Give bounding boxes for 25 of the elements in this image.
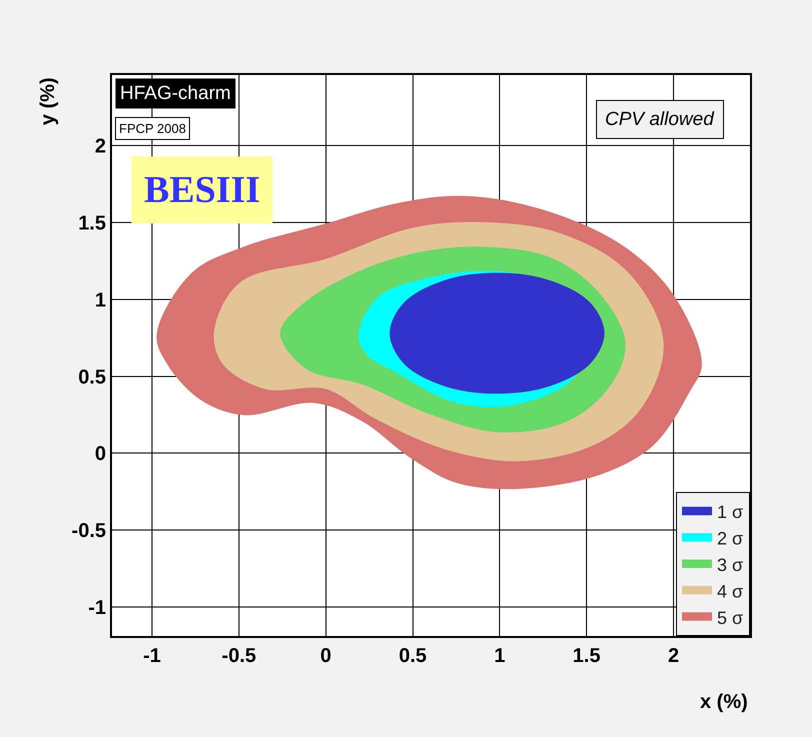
annotation: BESIII — [144, 169, 260, 211]
legend-label: 4 σ — [717, 581, 744, 602]
y-tick-label: -0.5 — [72, 520, 106, 542]
legend-label: 3 σ — [717, 555, 744, 576]
annotation: HFAG-charm — [120, 83, 231, 104]
y-tick-label: 0.5 — [78, 366, 106, 388]
y-tick-label: 1.5 — [78, 212, 106, 235]
y-axis-title: y (%) — [37, 77, 60, 126]
legend-label: 5 σ — [717, 608, 744, 628]
y-tick-label: -1 — [88, 596, 106, 619]
x-tick-label: 2 — [668, 645, 680, 667]
annotation: FPCP 2008 — [119, 121, 186, 136]
x-axis-title: x (%) — [700, 691, 748, 713]
x-tick-label: 1 — [494, 645, 506, 667]
y-tick-label: 2 — [94, 136, 106, 158]
legend-label: 1 σ — [717, 502, 744, 522]
y-tick-label: 0 — [94, 443, 106, 466]
x-tick-label: -0.5 — [222, 645, 256, 667]
x-tick-label: -1 — [143, 645, 161, 667]
annotation: CPV allowed — [605, 109, 716, 130]
x-tick-label: 0.5 — [398, 645, 427, 667]
x-tick-label: 0 — [320, 645, 332, 667]
legend-label: 2 σ — [717, 528, 744, 549]
y-tick-label: 1 — [94, 289, 106, 312]
x-tick-label: 1.5 — [572, 645, 600, 667]
